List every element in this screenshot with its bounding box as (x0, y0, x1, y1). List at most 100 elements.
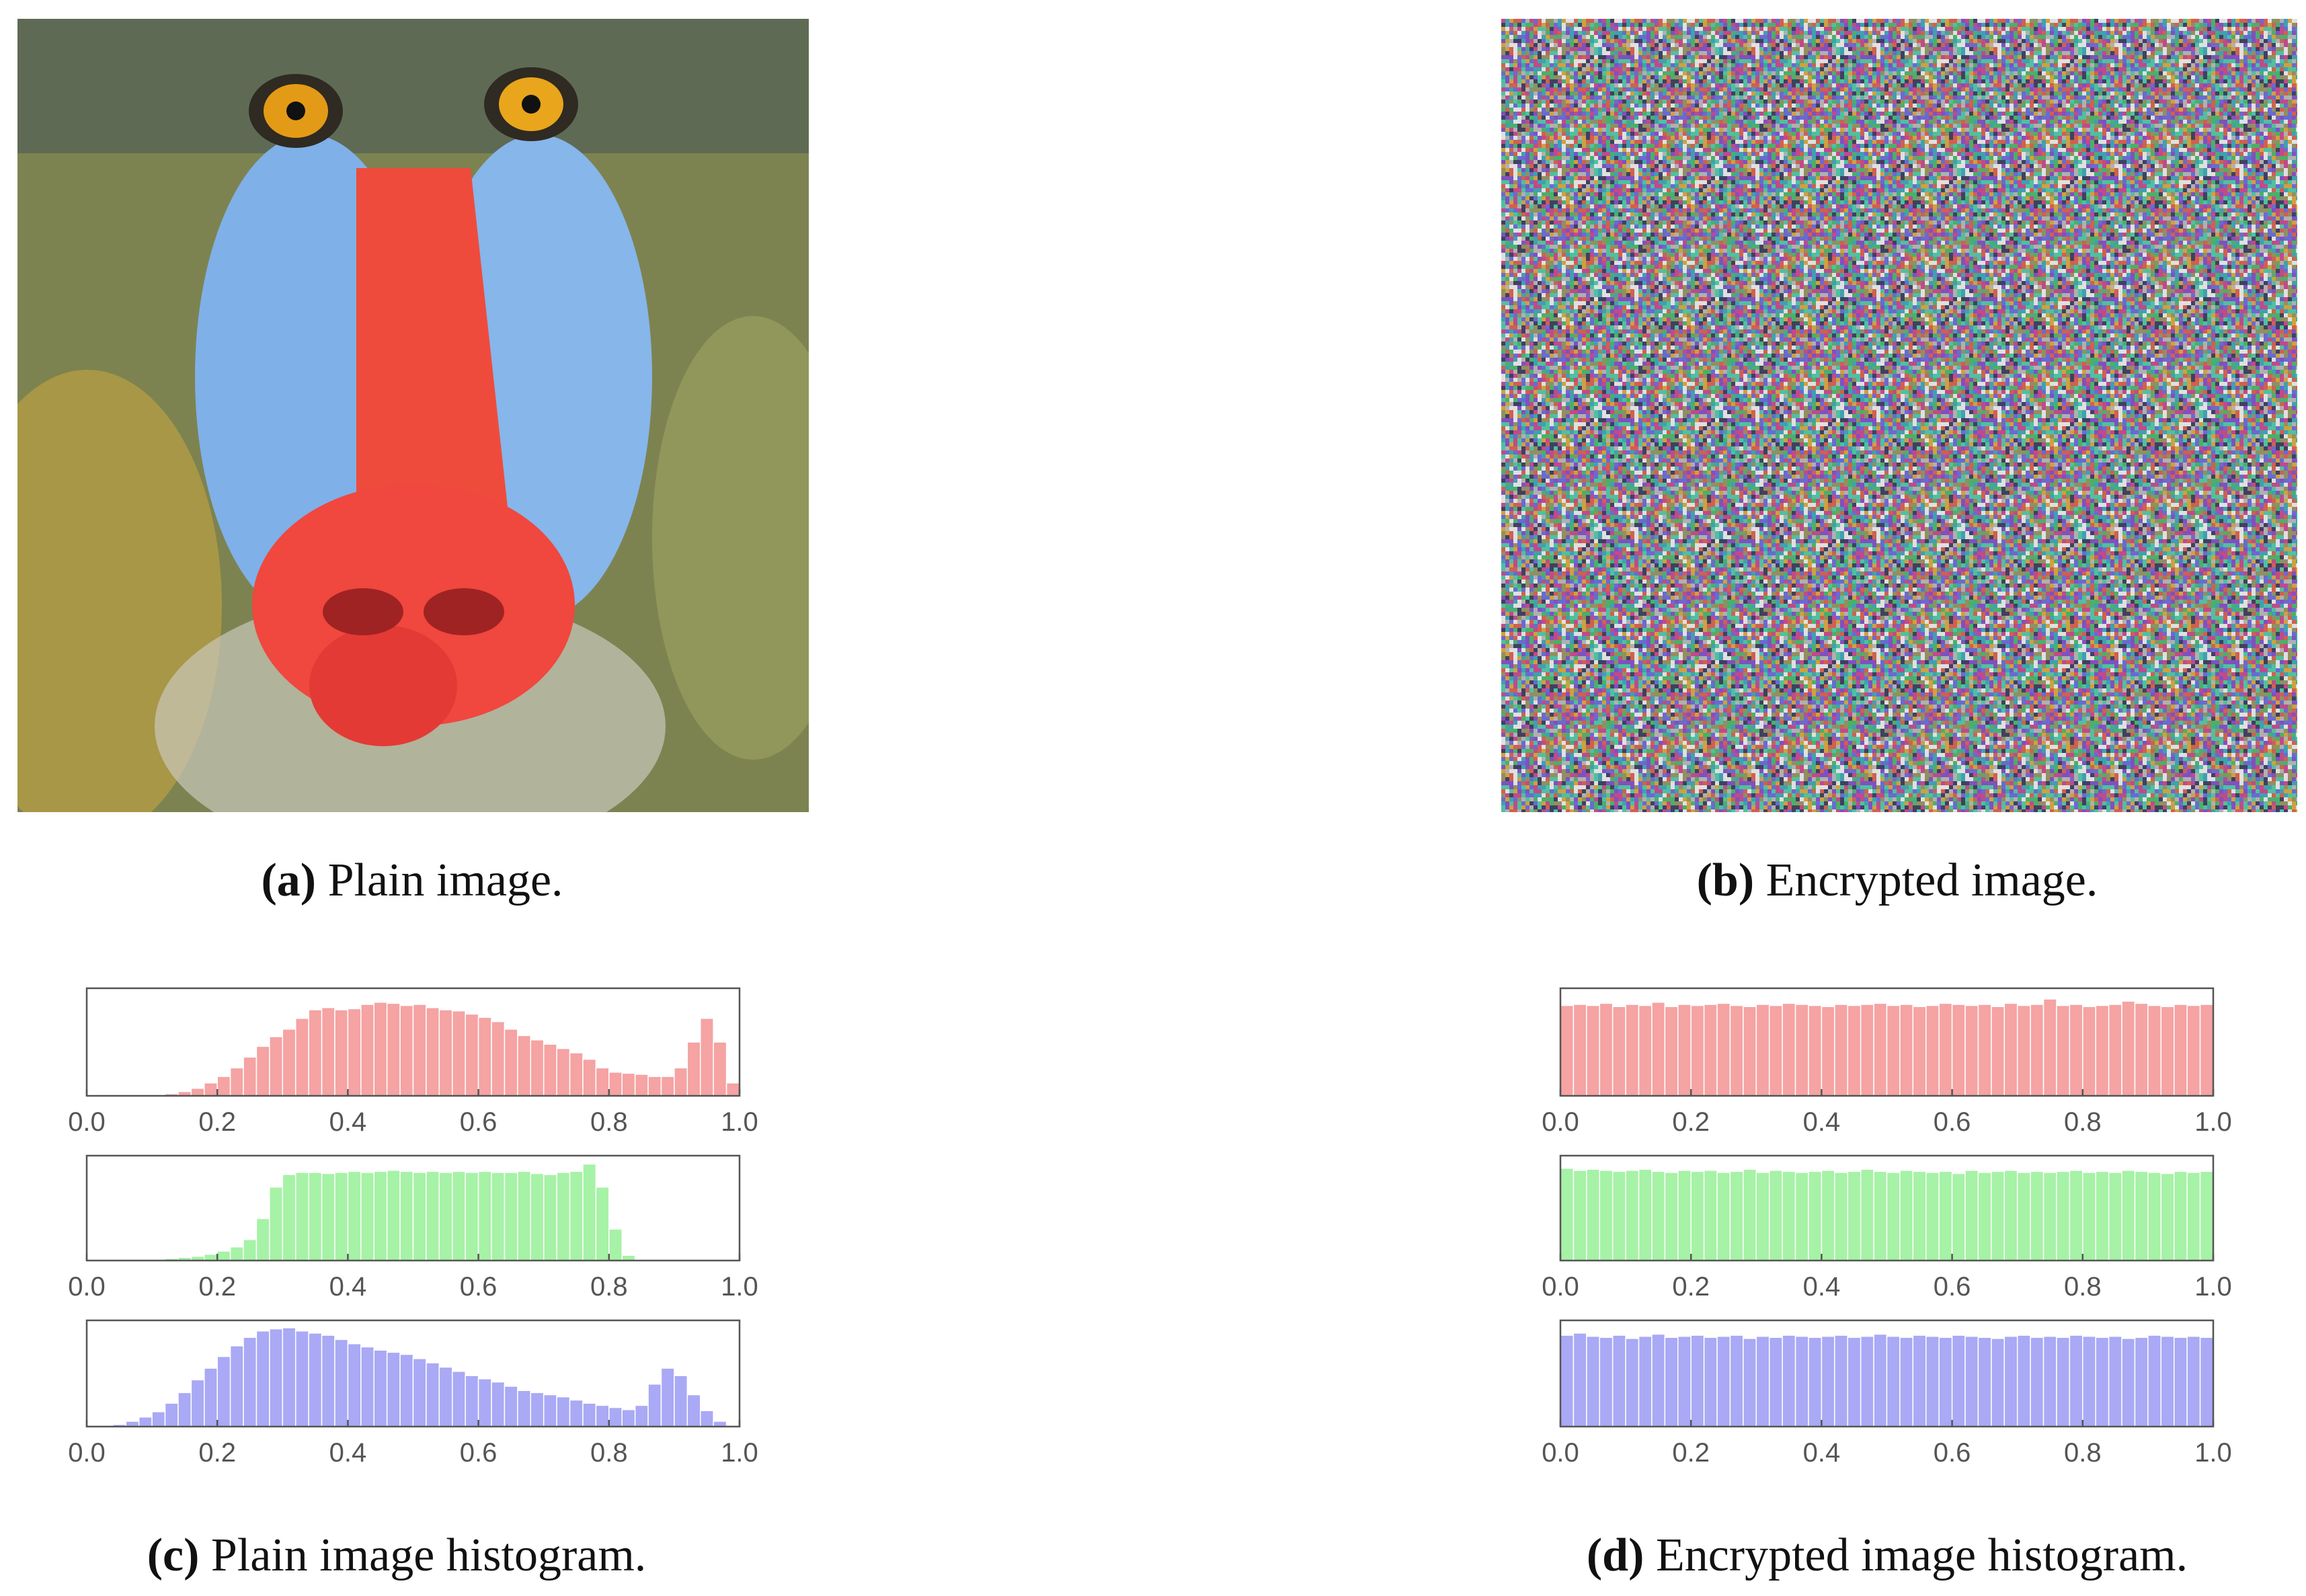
bar (504, 1386, 518, 1427)
bar (412, 1172, 427, 1261)
caption: (b) Encrypted image. (1697, 854, 2098, 906)
bar (465, 1375, 479, 1427)
bar (1821, 1170, 1835, 1261)
x-tick-label: 0.2 (198, 1438, 236, 1468)
bar (1834, 1004, 1848, 1096)
bar (556, 1172, 571, 1261)
bar (386, 1351, 401, 1427)
bar (190, 1379, 205, 1427)
x-tick-label: 0.2 (198, 1107, 236, 1137)
bar (269, 1187, 284, 1261)
bar (1703, 1170, 1718, 1261)
plot-frame (85, 1154, 741, 1262)
bar (1782, 1334, 1796, 1427)
bar (582, 1058, 597, 1096)
bar (1821, 1006, 1835, 1096)
bar (2056, 1004, 2071, 1096)
bar (2056, 1336, 2071, 1427)
bar (426, 1170, 440, 1261)
bar (2003, 1335, 2018, 1427)
bar (347, 1343, 362, 1427)
bar (1886, 1004, 1901, 1096)
x-tick-label: 1.0 (2194, 1438, 2232, 1468)
bar (1873, 1333, 1888, 1427)
bar (334, 1172, 349, 1261)
bar (2030, 1336, 2044, 1427)
bar (2042, 1172, 2057, 1261)
bar (1808, 1336, 1823, 1427)
plain-image (17, 19, 809, 812)
plot-frame (1559, 1154, 2215, 1262)
x-tick-label: 0.6 (1934, 1107, 1971, 1137)
bar (2016, 1334, 2031, 1427)
bar (725, 1082, 740, 1096)
caption: (d) Encrypted image histogram. (1587, 1529, 2188, 1581)
bar (1638, 1335, 1653, 1427)
plot-frame (85, 987, 741, 1097)
bar (1794, 1172, 1809, 1261)
bar (477, 1170, 492, 1261)
bar (2069, 1334, 2083, 1427)
x-tick-label: 0.4 (329, 1107, 367, 1137)
bar (686, 1394, 701, 1427)
bar (491, 1381, 506, 1427)
bar (1690, 1334, 1705, 1427)
x-tick-label: 0.8 (590, 1438, 628, 1468)
bar (543, 1394, 557, 1427)
bar (1690, 1170, 1705, 1261)
bar (2147, 1334, 2162, 1427)
bar (1977, 1004, 1992, 1096)
bar (255, 1330, 270, 1427)
bar (164, 1402, 179, 1427)
caption-label: (a) (261, 854, 316, 906)
bar (2186, 1172, 2201, 1261)
x-tick-label: 0.6 (460, 1107, 498, 1137)
caption-label: (d) (1587, 1529, 1644, 1581)
bar (530, 1039, 545, 1096)
bar (2134, 1002, 2149, 1096)
bar (204, 1253, 218, 1261)
bar (660, 1076, 675, 1096)
bar (2016, 1004, 2031, 1096)
caption-text: Encrypted image histogram. (1656, 1529, 2188, 1581)
bar (1768, 1004, 1783, 1096)
bar (1612, 1006, 1626, 1096)
bar (334, 1339, 349, 1427)
bar (621, 1072, 636, 1096)
bar (2108, 1335, 2122, 1427)
bar (595, 1067, 610, 1096)
bar (2082, 1006, 2096, 1096)
bar (347, 1008, 362, 1096)
bar (1638, 1004, 1653, 1096)
bar (1664, 1172, 1679, 1261)
bar (1912, 1006, 1927, 1096)
x-tick-label: 1.0 (721, 1107, 758, 1137)
bar (2056, 1170, 2071, 1261)
bar (2160, 1006, 2175, 1096)
bar (1664, 1336, 1679, 1427)
bar (1912, 1334, 1927, 1427)
bar (477, 1378, 492, 1427)
bar (1938, 1170, 1953, 1261)
bar (1899, 1004, 1914, 1096)
bar (282, 1029, 296, 1096)
bar (1925, 1172, 1940, 1261)
bar (2147, 1172, 2162, 1261)
bar (517, 1035, 532, 1096)
bar (1991, 1006, 2005, 1096)
bar (2030, 1170, 2044, 1261)
bar (491, 1021, 506, 1096)
bar (1768, 1336, 1783, 1427)
bar (1834, 1334, 1848, 1427)
x-tick-label: 1.0 (2194, 1272, 2232, 1302)
x-tick-label: 0.0 (1542, 1107, 1579, 1137)
bar (399, 1353, 414, 1427)
bar (386, 1002, 401, 1096)
bar (1847, 1336, 1862, 1427)
bar (2134, 1336, 2149, 1427)
bar (660, 1367, 675, 1427)
bar (216, 1076, 231, 1096)
bar (1899, 1336, 1914, 1427)
encrypted-image (1501, 19, 2297, 812)
bar (621, 1408, 636, 1427)
